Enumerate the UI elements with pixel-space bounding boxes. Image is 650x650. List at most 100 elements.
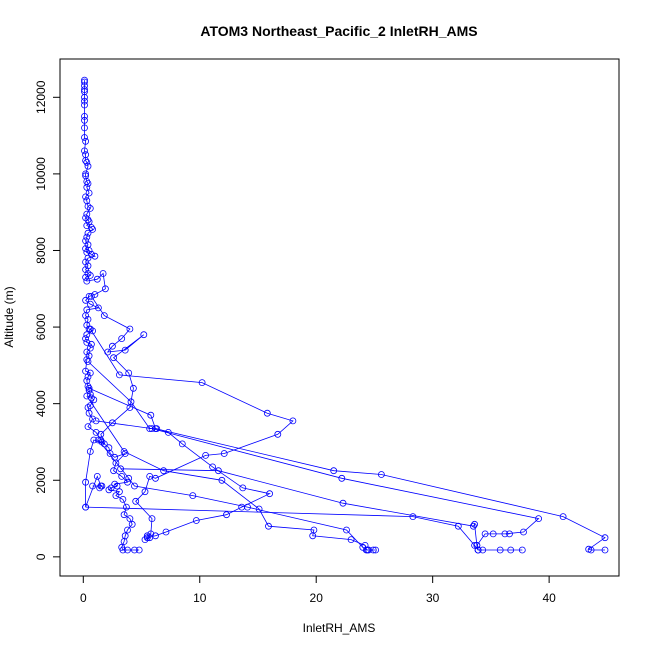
data-point [83, 183, 91, 191]
data-point [132, 497, 140, 505]
data-point [95, 436, 102, 444]
data-point [347, 536, 355, 543]
data-point [507, 546, 515, 554]
data-point [93, 275, 101, 283]
data-point [88, 224, 95, 231]
data-point [469, 522, 477, 530]
series-line [85, 506, 479, 551]
data-series [85, 384, 609, 554]
data-point [223, 511, 230, 519]
data-point [141, 488, 149, 496]
data-point [601, 546, 609, 554]
data-point [409, 513, 417, 520]
data-point [81, 147, 88, 155]
data-point [85, 384, 93, 392]
data-point [239, 484, 247, 492]
data-point [501, 530, 509, 538]
data-point [265, 522, 272, 530]
x-tick-label: 30 [426, 591, 440, 605]
data-point [92, 428, 100, 436]
data-point [82, 237, 89, 245]
data-point [116, 488, 123, 496]
series-line [88, 387, 606, 551]
data-point [202, 451, 210, 459]
data-point [84, 270, 92, 277]
data-point [105, 486, 113, 494]
data-point [100, 312, 108, 320]
data-series [81, 76, 143, 554]
data-point [81, 101, 88, 109]
data-point [82, 266, 89, 274]
data-point [83, 277, 91, 285]
data-point [99, 270, 107, 277]
data-point [89, 415, 96, 423]
data-point [198, 379, 206, 387]
y-tick-label: 6000 [34, 313, 48, 340]
data-point [83, 348, 91, 356]
data-point [377, 471, 385, 478]
x-tick-label: 0 [80, 591, 87, 605]
data-point [127, 398, 135, 406]
data-point [85, 218, 93, 226]
data-point [82, 157, 89, 164]
data-point [124, 478, 131, 486]
data-point [309, 532, 317, 540]
data-point [82, 367, 89, 375]
y-tick-label: 8000 [34, 237, 48, 264]
data-point [82, 170, 89, 178]
data-point [110, 467, 117, 475]
data-point [601, 534, 609, 542]
data-point [86, 344, 94, 352]
data-point [124, 546, 131, 554]
data-point [506, 530, 513, 538]
data-point [244, 503, 251, 511]
y-tick-label: 0 [34, 553, 48, 560]
data-point [82, 335, 89, 343]
data-point [82, 245, 89, 253]
data-point [82, 296, 89, 304]
y-tick-label: 12000 [34, 80, 48, 114]
data-point [81, 97, 88, 105]
data-point [84, 262, 92, 270]
data-point [111, 480, 119, 488]
y-axis-label: Altitude (m) [2, 286, 16, 347]
data-point [88, 292, 95, 300]
chart-title: ATOM3 Northeast_Pacific_2 InletRH_AMS [200, 23, 477, 39]
data-point [140, 331, 148, 339]
data-point [112, 459, 120, 467]
data-series [86, 325, 297, 543]
data-point [121, 346, 129, 354]
y-tick-label: 10000 [34, 157, 48, 191]
data-point [97, 430, 105, 438]
data-point [330, 467, 338, 475]
y-tick-label: 4000 [34, 390, 48, 417]
data-point [126, 325, 134, 333]
data-point [192, 517, 200, 524]
data-point [107, 484, 115, 492]
data-point [89, 482, 96, 490]
data-point [84, 202, 92, 210]
data-point [128, 520, 136, 528]
data-point [178, 440, 186, 448]
data-point [88, 340, 95, 348]
data-point [120, 511, 128, 519]
data-point [160, 467, 168, 475]
data-point [95, 304, 102, 312]
data-point [141, 536, 149, 543]
data-point [84, 180, 92, 187]
series-line [120, 468, 479, 551]
data-point [84, 162, 92, 170]
data-point [481, 530, 489, 538]
data-point [82, 137, 89, 145]
series-line [96, 420, 540, 551]
data-point [489, 530, 497, 538]
series-line [84, 80, 140, 551]
data-point [85, 292, 93, 300]
plot-frame [59, 58, 620, 577]
data-point [363, 546, 371, 554]
data-point [109, 342, 116, 350]
data-point [84, 382, 92, 390]
data-point [88, 250, 95, 258]
data-point [474, 546, 482, 554]
